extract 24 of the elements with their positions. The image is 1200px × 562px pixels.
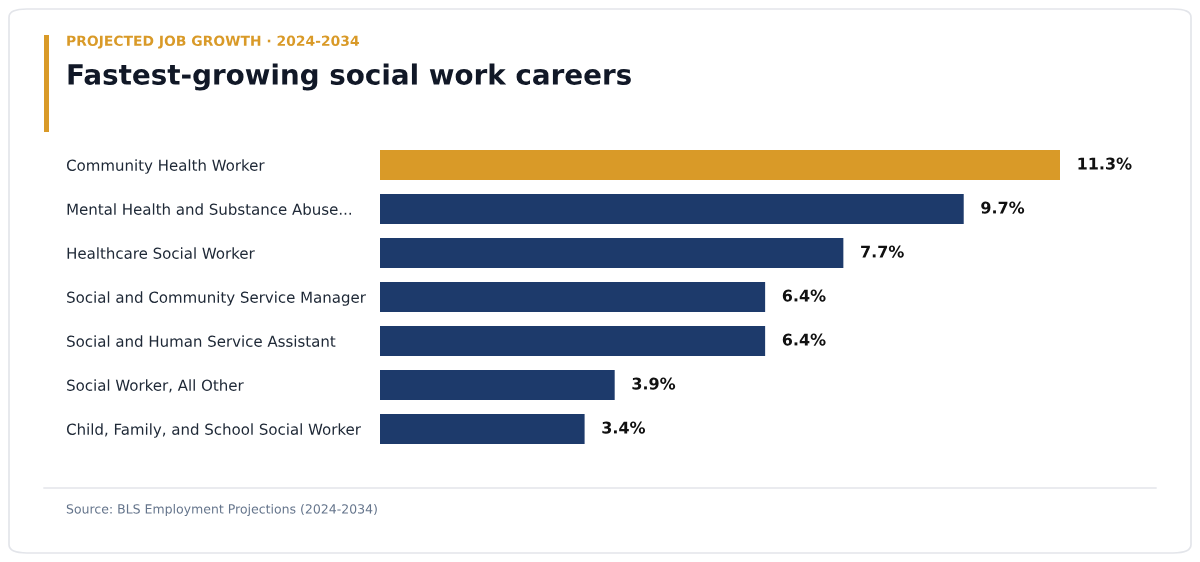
source-note: Source: BLS Employment Projections (2024-2034) [66,503,377,517]
bar [380,150,1060,180]
y-tick-label: Healthcare Social Worker [67,247,255,259]
data-label: 3.4% [602,421,646,434]
y-tick-label: Community Health Worker [66,159,265,174]
data-label: 11.3% [1078,157,1132,170]
chart-title: Fastest-growing social work careers [68,63,631,91]
y-tick-label: Social and Human Service Assistant [67,335,336,347]
data-label: 9.7% [981,201,1025,214]
y-tick-label: Social Worker, All Other [67,379,244,393]
text: PROJECTED JOB GROWTH · 2024-2034 [67,35,359,49]
bar [380,370,615,400]
bar [380,282,766,312]
data-label: 7.7% [861,245,904,258]
bar [380,414,585,444]
data-label: 3.9% [632,377,676,390]
bar [380,238,844,268]
y-tick-label: Mental Health and Substance Abuse... [67,203,352,215]
data-label: 6.4% [782,333,826,346]
y-tick-label: Child, Family, and School Social Worker [66,423,361,438]
bar [380,326,766,356]
bar [380,194,964,224]
y-tick-label: Social and Community Service Manager [67,291,366,306]
data-label: 6.4% [782,289,826,302]
